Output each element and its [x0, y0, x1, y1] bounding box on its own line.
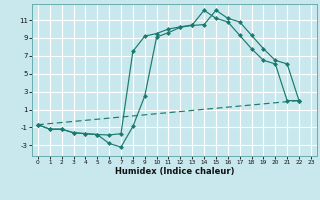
X-axis label: Humidex (Indice chaleur): Humidex (Indice chaleur) [115, 167, 234, 176]
